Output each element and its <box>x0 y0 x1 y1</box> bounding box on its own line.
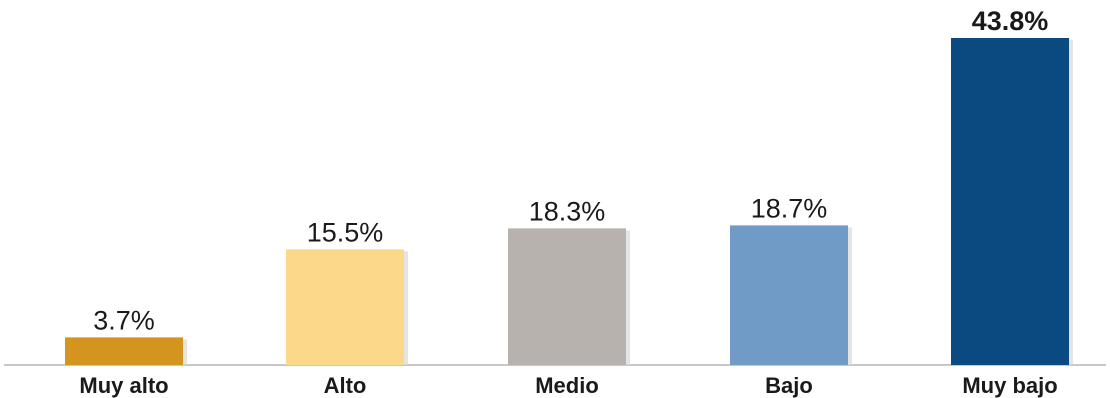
bars-group <box>65 38 1073 365</box>
category-label: Bajo <box>765 373 813 398</box>
value-label: 15.5% <box>307 217 384 247</box>
bar-alto <box>286 249 404 365</box>
value-labels-group: 3.7% 15.5% 18.3% 18.7% 43.8% <box>93 6 1048 335</box>
value-label: 43.8% <box>972 6 1049 36</box>
category-labels-group: Muy alto Alto Medio Bajo Muy bajo <box>79 373 1057 398</box>
category-label: Alto <box>324 373 367 398</box>
bar-muy-bajo <box>951 38 1069 365</box>
bar-medio <box>508 228 626 365</box>
value-label: 3.7% <box>93 305 155 335</box>
category-label: Medio <box>535 373 599 398</box>
category-label: Muy bajo <box>962 373 1057 398</box>
value-label: 18.7% <box>751 193 828 223</box>
bar-muy-alto <box>65 337 183 365</box>
value-label: 18.3% <box>529 196 606 226</box>
bar-bajo <box>730 225 848 365</box>
category-label: Muy alto <box>79 373 168 398</box>
